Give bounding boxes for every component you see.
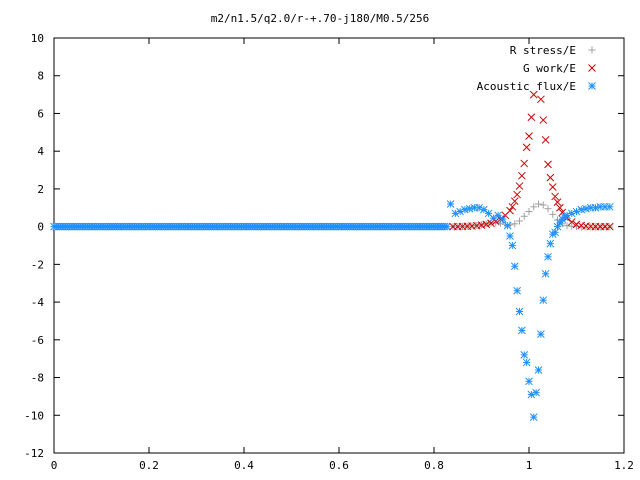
x-tick-label: 1.2 xyxy=(614,459,634,472)
g-work-e-point xyxy=(527,113,536,122)
x-tick-label: 0 xyxy=(51,459,58,472)
acoustic-flux-e-point xyxy=(465,204,474,213)
legend-label: G work/E xyxy=(523,62,576,75)
y-tick-label: 0 xyxy=(37,221,44,234)
g-work-e-point xyxy=(572,220,581,229)
acoustic-flux-e-point xyxy=(525,377,533,386)
g-work-e-point xyxy=(548,183,557,191)
acoustic-flux-e-point xyxy=(522,358,531,367)
acoustic-flux-e-point xyxy=(539,296,548,305)
acoustic-flux-e-point xyxy=(582,204,590,213)
r-stress-e-point xyxy=(544,205,552,213)
g-work-e-point xyxy=(605,222,614,231)
x-tick-label: 0.2 xyxy=(139,459,159,472)
r-stress-e-point xyxy=(549,210,557,218)
y-tick-label: -4 xyxy=(31,296,45,309)
acoustic-flux-e-point xyxy=(529,413,538,422)
g-work-e-point xyxy=(510,197,519,206)
r-stress-e-point xyxy=(539,201,547,209)
r-stress-e-point xyxy=(511,220,519,228)
acoustic-flux-e-point xyxy=(591,203,600,212)
legend-label: R stress/E xyxy=(510,44,576,57)
acoustic-flux-e-point xyxy=(494,211,502,220)
g-work-e-point xyxy=(515,182,524,190)
legend-label: Acoustic flux/E xyxy=(477,80,576,93)
r-stress-e-point xyxy=(535,200,542,208)
g-work-e-point xyxy=(518,171,526,180)
acoustic-flux-point xyxy=(443,222,451,231)
acoustic-flux-e-point xyxy=(577,205,586,214)
y-tick-label: -8 xyxy=(31,372,44,385)
acoustic-flux-e-point xyxy=(515,307,524,316)
series-1 xyxy=(449,90,614,231)
g-work-e-point xyxy=(546,173,555,182)
g-work-e-point xyxy=(482,220,491,229)
g-work-e-point xyxy=(541,136,550,144)
acoustic-flux-e-point xyxy=(556,219,564,227)
chart-title: m2/n1.5/q2.0/r-+.70-j180/M0.5/256 xyxy=(211,12,430,25)
acoustic-flux-e-point xyxy=(499,215,507,223)
y-tick-label: -12 xyxy=(24,447,44,460)
acoustic-flux-e-point xyxy=(541,269,550,278)
x-tick-label: 0.8 xyxy=(424,459,444,472)
acoustic-flux-e-point xyxy=(510,262,519,271)
r-stress-e-point xyxy=(516,217,523,225)
acoustic-flux-e-point xyxy=(546,239,555,248)
y-tick-label: 6 xyxy=(37,107,44,120)
acoustic-flux-e-point xyxy=(518,326,526,335)
g-work-e-point xyxy=(529,90,538,99)
g-work-e-point xyxy=(506,206,514,215)
series-2 xyxy=(446,200,614,422)
r-stress-e-point xyxy=(520,212,528,220)
data-marks xyxy=(50,90,614,422)
g-work-e-point xyxy=(556,203,564,212)
g-work-e-point xyxy=(551,192,559,201)
g-work-e-point xyxy=(513,190,521,199)
y-tick-label: 8 xyxy=(37,70,44,83)
g-work-e-point xyxy=(567,218,576,226)
acoustic-flux-e-point xyxy=(605,202,614,211)
acoustic-flux-e-point xyxy=(537,330,545,339)
legend-marker xyxy=(588,46,596,54)
axes: 0 0.2 0.4 0.6 0.8 1 1.2 -12 -10 -8 -6 -4 -2 0 2 4 6 8 10 xyxy=(24,32,634,472)
r-stress-e-point xyxy=(530,203,538,211)
flat-segment xyxy=(50,222,451,231)
acoustic-flux-e-point xyxy=(534,366,543,374)
g-work-e-point xyxy=(537,95,545,104)
g-work-e-point xyxy=(508,202,517,211)
acoustic-flux-e-point xyxy=(520,351,529,359)
y-tick-label: 2 xyxy=(37,183,44,196)
g-work-e-point xyxy=(520,159,529,168)
x-tick-label: 0.6 xyxy=(329,459,349,472)
y-tick-label: 10 xyxy=(31,32,44,45)
acoustic-flux-e-point xyxy=(513,286,521,295)
r-stress-e-point xyxy=(563,222,571,230)
legend-marker xyxy=(588,82,596,90)
acoustic-flux-e-point xyxy=(544,252,552,261)
legend-marker xyxy=(588,64,596,72)
y-tick-label: -6 xyxy=(31,334,44,347)
y-tick-label: -2 xyxy=(31,258,44,271)
y-tick-label: -10 xyxy=(24,409,44,422)
acoustic-flux-e-point xyxy=(506,232,514,240)
g-work-e-point xyxy=(553,198,562,206)
g-work-e-point xyxy=(522,143,531,152)
g-work-e-point xyxy=(544,160,552,169)
legend: R stress/E G work/E Acoustic flux/E xyxy=(477,44,596,93)
x-tick-label: 0.4 xyxy=(234,459,254,472)
acoustic-flux-e-point xyxy=(532,388,540,397)
x-tick-label: 1 xyxy=(526,459,533,472)
g-work-e-point xyxy=(525,132,533,140)
g-work-e-point xyxy=(539,116,548,124)
acoustic-flux-e-point xyxy=(480,205,488,214)
acoustic-flux-e-point xyxy=(461,205,469,214)
acoustic-flux-e-point xyxy=(508,241,517,250)
y-tick-label: 4 xyxy=(37,145,44,158)
acoustic-flux-e-point xyxy=(446,200,455,208)
r-stress-e-point xyxy=(525,208,533,216)
acoustic-flux-e-point xyxy=(503,221,512,230)
